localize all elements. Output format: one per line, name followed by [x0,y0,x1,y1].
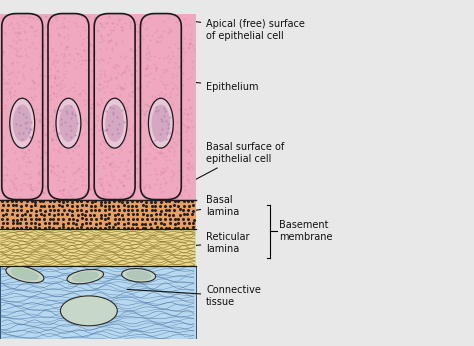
Ellipse shape [72,271,99,282]
Bar [0,229,196,266]
Bar [0,200,196,229]
Text: Basal
lamina: Basal lamina [170,195,239,217]
Text: Connective
tissue: Connective tissue [127,285,261,307]
Ellipse shape [148,98,173,148]
Ellipse shape [126,270,151,280]
Ellipse shape [56,98,81,148]
Ellipse shape [67,270,103,284]
Ellipse shape [13,104,32,142]
Ellipse shape [6,266,44,283]
Ellipse shape [122,268,155,282]
Text: Basal surface of
epithelial cell: Basal surface of epithelial cell [170,142,284,193]
Ellipse shape [59,104,78,142]
Text: Apical (free) surface
of epithelial cell: Apical (free) surface of epithelial cell [177,19,305,41]
Bar [0,13,196,200]
Ellipse shape [10,268,39,281]
Bar [0,266,196,339]
Ellipse shape [152,104,170,142]
Text: Reticular
lamina: Reticular lamina [170,232,250,254]
Ellipse shape [10,98,35,148]
Ellipse shape [61,296,118,326]
Text: Epithelium: Epithelium [177,80,259,92]
Text: Basement
membrane: Basement membrane [279,220,333,242]
Ellipse shape [105,104,124,142]
Ellipse shape [102,98,127,148]
